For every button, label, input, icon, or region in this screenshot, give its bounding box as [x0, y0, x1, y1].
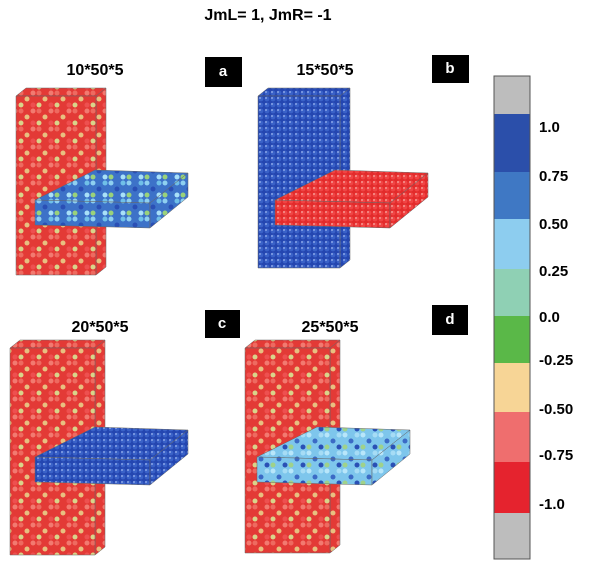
panel-size: 10*50*5: [67, 62, 124, 79]
panel-label: d: [445, 311, 454, 328]
panel-size: 15*50*5: [297, 62, 354, 79]
slab-top: [15, 87, 107, 97]
colorbar-label: 1.0: [539, 119, 560, 136]
panel-label: c: [218, 315, 226, 332]
lattice-renderings: [9, 87, 429, 556]
panel-label-box: [205, 57, 242, 87]
slab-top: [244, 339, 341, 349]
plate-front: [274, 199, 391, 229]
panel-label-box: [432, 305, 468, 335]
colorbar: [493, 75, 531, 560]
panel-label-box: [205, 310, 240, 338]
plate-side: [149, 429, 189, 486]
colorbar-label: 0.75: [539, 168, 568, 185]
colorbar-label: -0.25: [539, 352, 573, 369]
colorbar-label: -0.75: [539, 447, 573, 464]
colorbar-label: 0.50: [539, 216, 568, 233]
colorbar-label: -0.50: [539, 401, 573, 418]
plate-side: [389, 172, 429, 229]
panel-size: 20*50*5: [72, 319, 129, 336]
plate-front: [256, 456, 373, 486]
plate-side: [371, 429, 411, 486]
panel-size: 25*50*5: [302, 319, 359, 336]
panel-label: b: [445, 60, 454, 77]
plate-front: [34, 199, 151, 229]
figure-title: JmL= 1, JmR= -1: [204, 7, 331, 24]
slab-front: [15, 95, 97, 276]
panel-label-box: [432, 55, 469, 83]
panel-label: a: [219, 63, 228, 80]
slab-top: [257, 87, 351, 97]
colorbar-label: -1.0: [539, 496, 565, 513]
plate-side: [149, 172, 189, 229]
colorbar-label: 0.0: [539, 309, 560, 326]
colorbar-label: 0.25: [539, 263, 568, 280]
slab-top: [9, 339, 106, 349]
plate-front: [34, 456, 151, 486]
colorbar-labels: 1.0 0.75 0.50 0.25 0.0 -0.25 -0.50 -0.75 -1.0: [539, 119, 573, 513]
